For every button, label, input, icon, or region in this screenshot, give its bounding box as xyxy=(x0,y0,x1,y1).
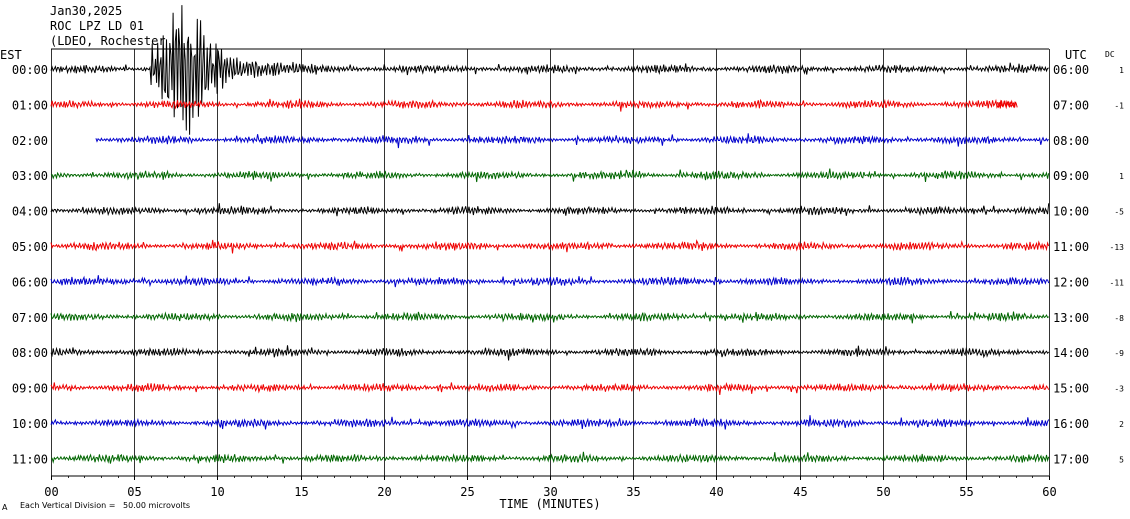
row-label-left-10:00: 10:00 xyxy=(12,417,48,431)
dc-value-01:00: -1 xyxy=(1114,101,1124,110)
trace-11:00 xyxy=(51,451,1050,464)
trace-06:00 xyxy=(50,275,1050,288)
dc-value-00:00: 1 xyxy=(1119,66,1124,75)
chart-network: (LDEO, Rochester xyxy=(50,34,166,48)
trace-10:00 xyxy=(50,415,1050,430)
trace-00:00 xyxy=(50,5,1049,135)
x-tick-label-00: 00 xyxy=(44,485,58,499)
row-label-left-04:00: 04:00 xyxy=(12,205,48,219)
x-tick-label-60: 60 xyxy=(1042,485,1056,499)
row-label-left-02:00: 02:00 xyxy=(12,134,48,148)
x-tick-label-50: 50 xyxy=(876,485,890,499)
trace-02:00 xyxy=(95,133,1049,149)
dc-value-09:00: -3 xyxy=(1114,385,1124,394)
row-label-left-09:00: 09:00 xyxy=(12,382,48,396)
row-label-right-09:00: 09:00 xyxy=(1053,169,1089,183)
x-tick-label-25: 25 xyxy=(460,485,474,499)
row-label-right-06:00: 06:00 xyxy=(1053,63,1089,77)
row-label-left-11:00: 11:00 xyxy=(12,452,48,466)
dc-value-07:00: -8 xyxy=(1114,314,1124,323)
left-zone-label: EST xyxy=(0,48,22,62)
row-label-right-07:00: 07:00 xyxy=(1053,98,1089,112)
row-label-left-05:00: 05:00 xyxy=(12,240,48,254)
dc-header: DC xyxy=(1105,50,1115,59)
trace-08:00 xyxy=(50,345,1050,361)
chart-date: Jan30,2025 xyxy=(50,4,123,18)
x-tick-label-15: 15 xyxy=(294,485,308,499)
x-tick-label-45: 45 xyxy=(793,485,807,499)
row-label-right-08:00: 08:00 xyxy=(1053,134,1089,148)
x-axis-label: TIME (MINUTES) xyxy=(499,497,600,511)
corner-mark: A xyxy=(2,503,8,512)
trace-04:00 xyxy=(50,203,1050,217)
x-tick-label-10: 10 xyxy=(210,485,224,499)
x-tick-label-55: 55 xyxy=(959,485,973,499)
row-label-right-13:00: 13:00 xyxy=(1053,311,1089,325)
row-label-right-11:00: 11:00 xyxy=(1053,240,1089,254)
trace-05:00 xyxy=(50,239,1050,254)
trace-fragment-01:00 xyxy=(996,99,1018,110)
row-label-left-01:00: 01:00 xyxy=(12,98,48,112)
dc-value-06:00: -11 xyxy=(1110,278,1125,287)
row-label-right-12:00: 12:00 xyxy=(1053,275,1089,289)
trace-03:00 xyxy=(50,168,1050,183)
chart-station: ROC LPZ LD 01 xyxy=(50,19,144,33)
trace-01:00 xyxy=(50,98,1017,112)
row-label-right-14:00: 14:00 xyxy=(1053,346,1089,360)
x-tick-label-30: 30 xyxy=(543,485,557,499)
x-tick-label-35: 35 xyxy=(626,485,640,499)
row-label-left-06:00: 06:00 xyxy=(12,275,48,289)
row-label-left-08:00: 08:00 xyxy=(12,346,48,360)
row-label-left-03:00: 03:00 xyxy=(12,169,48,183)
dc-value-08:00: -9 xyxy=(1114,349,1124,358)
trace-09:00 xyxy=(50,381,1050,395)
trace-07:00 xyxy=(50,311,1049,324)
row-label-right-16:00: 16:00 xyxy=(1053,417,1089,431)
dc-value-03:00: 1 xyxy=(1119,172,1124,181)
division-note: Each Vertical Division = 50.00 microvolt… xyxy=(20,501,191,510)
dc-value-05:00: -13 xyxy=(1110,243,1125,252)
x-tick-label-40: 40 xyxy=(709,485,723,499)
right-zone-label: UTC xyxy=(1065,48,1087,62)
x-tick-label-05: 05 xyxy=(127,485,141,499)
row-label-left-00:00: 00:00 xyxy=(12,63,48,77)
row-label-right-17:00: 17:00 xyxy=(1053,452,1089,466)
row-label-right-15:00: 15:00 xyxy=(1053,382,1089,396)
dc-value-11:00: 5 xyxy=(1119,455,1124,464)
dc-value-10:00: 2 xyxy=(1119,420,1124,429)
dc-value-04:00: -5 xyxy=(1114,208,1124,217)
row-label-right-10:00: 10:00 xyxy=(1053,205,1089,219)
x-tick-label-20: 20 xyxy=(377,485,391,499)
row-label-left-07:00: 07:00 xyxy=(12,311,48,325)
